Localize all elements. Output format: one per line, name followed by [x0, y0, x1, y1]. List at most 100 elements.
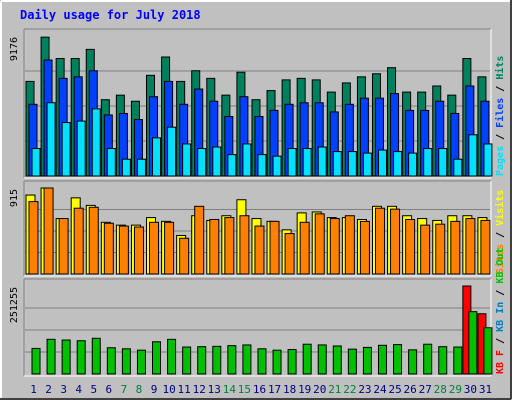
- x-tick-label: 30: [464, 383, 477, 396]
- x-tick-label: 10: [162, 383, 175, 396]
- bar-sites: [28, 201, 39, 275]
- bar-sites: [58, 218, 69, 275]
- x-tick-label: 14: [223, 383, 237, 396]
- x-tick-label: 7: [121, 383, 128, 396]
- bar-pages: [362, 152, 372, 177]
- bar-sites: [88, 206, 99, 275]
- legend-entry: /: [495, 332, 506, 350]
- bar-sites: [239, 215, 250, 275]
- bar-kb-out: [423, 343, 433, 375]
- bar-pages: [453, 158, 463, 177]
- x-tick-label: 21: [328, 383, 341, 396]
- bar-sites: [209, 218, 220, 275]
- bar-kb-out: [483, 327, 493, 375]
- x-tick-label: 19: [298, 383, 311, 396]
- legend-hits-files-pages: Pages / Files / Hits: [494, 56, 506, 176]
- x-tick-label: 24: [373, 383, 387, 396]
- bar-pages: [182, 143, 192, 177]
- x-tick-label: 17: [268, 383, 281, 396]
- bar-pages: [91, 108, 101, 177]
- x-tick-label: 28: [434, 383, 447, 396]
- bar-sites: [179, 237, 190, 275]
- bar-sites: [194, 205, 205, 275]
- x-tick-label: 2: [45, 383, 52, 396]
- bar-sites: [299, 221, 310, 275]
- bar-pages: [272, 155, 282, 177]
- legend-kb-in-out: KB F / KB In / KB Out: [495, 248, 506, 374]
- bar-sites: [254, 225, 265, 275]
- x-tick-label: 4: [75, 383, 82, 396]
- bar-kb-out: [408, 349, 418, 375]
- bar-kb-out: [377, 344, 387, 375]
- bar-kb-out: [317, 344, 327, 375]
- x-tick-label: 26: [404, 383, 417, 396]
- bar-kb-out: [242, 344, 252, 375]
- legend-entry: Hits: [494, 56, 506, 80]
- x-axis-labels: 1 2 3 4 5 6 7 8 9 10 11 12 13 14 15 16 17 18 19 20 21 22 23 24 2…: [30, 383, 492, 396]
- bar-sites: [329, 218, 340, 275]
- x-tick-label: 25: [388, 383, 401, 396]
- bar-pages: [152, 137, 162, 177]
- bar-kb-out: [287, 348, 297, 375]
- bar-kb-out: [121, 348, 131, 375]
- bar-sites: [435, 223, 446, 275]
- legend-entry: Pages: [495, 146, 506, 176]
- bar-kb-out: [197, 346, 207, 375]
- bar-pages: [438, 148, 448, 177]
- bar-pages: [61, 122, 71, 177]
- bar-kb-out: [362, 346, 372, 375]
- bar-kb-out: [106, 347, 116, 375]
- panel-hits-files-pages: 9176 Pages / Files / Hits: [9, 28, 506, 179]
- bar-pages: [76, 120, 86, 177]
- legend-entry: Files: [494, 98, 506, 128]
- bar-sites: [73, 207, 84, 275]
- bar-pages: [347, 151, 357, 177]
- bar-sites: [149, 221, 160, 275]
- bar-sites: [374, 207, 385, 275]
- bar-pages: [31, 148, 41, 177]
- bar-kb-out: [31, 347, 41, 375]
- x-tick-label: 22: [343, 383, 356, 396]
- bar-kb-out: [257, 348, 267, 375]
- legend-entry: /: [495, 284, 506, 302]
- legend-entry: /: [495, 226, 506, 244]
- x-tick-label: 18: [283, 383, 296, 396]
- bar-pages: [332, 151, 342, 177]
- bar-kb-out: [91, 337, 101, 375]
- bar-kb-out: [136, 349, 146, 375]
- bar-kb-out: [152, 341, 162, 375]
- legend-entry: /: [495, 128, 506, 146]
- bar-kb-out: [227, 345, 237, 375]
- y-axis-max-label: 9176: [9, 37, 20, 61]
- legend-entry: KB F: [495, 350, 506, 374]
- bar-sites: [103, 222, 114, 275]
- bar-pages: [393, 151, 403, 177]
- legend-entry: Sites: [494, 244, 506, 274]
- bar-kb-out: [302, 343, 312, 375]
- bar-sites: [284, 233, 295, 275]
- panel-visits-sites: 915 Sites / Visits: [9, 180, 506, 277]
- bar-sites: [390, 208, 401, 275]
- bar-sites: [420, 224, 431, 275]
- bar-pages: [483, 143, 493, 177]
- bar-pages: [257, 154, 267, 177]
- bar-sites: [465, 218, 476, 275]
- bar-pages: [106, 148, 116, 177]
- x-tick-label: 5: [90, 383, 97, 396]
- bar-pages: [197, 148, 207, 177]
- bar-pages: [317, 146, 327, 177]
- bar-sites: [164, 221, 175, 275]
- bar-pages: [377, 149, 387, 177]
- bar-kb-out: [61, 339, 71, 375]
- legend-visits-sites: Sites / Visits: [494, 190, 506, 274]
- legend-entry: Visits: [494, 190, 506, 226]
- bar-pages: [468, 134, 478, 177]
- bar-sites: [118, 225, 129, 275]
- bar-kb-out: [272, 349, 282, 375]
- bar-sites: [133, 226, 144, 275]
- bar-sites: [224, 217, 235, 275]
- y-axis-max-label: 251255: [9, 287, 20, 323]
- bar-pages: [136, 158, 146, 177]
